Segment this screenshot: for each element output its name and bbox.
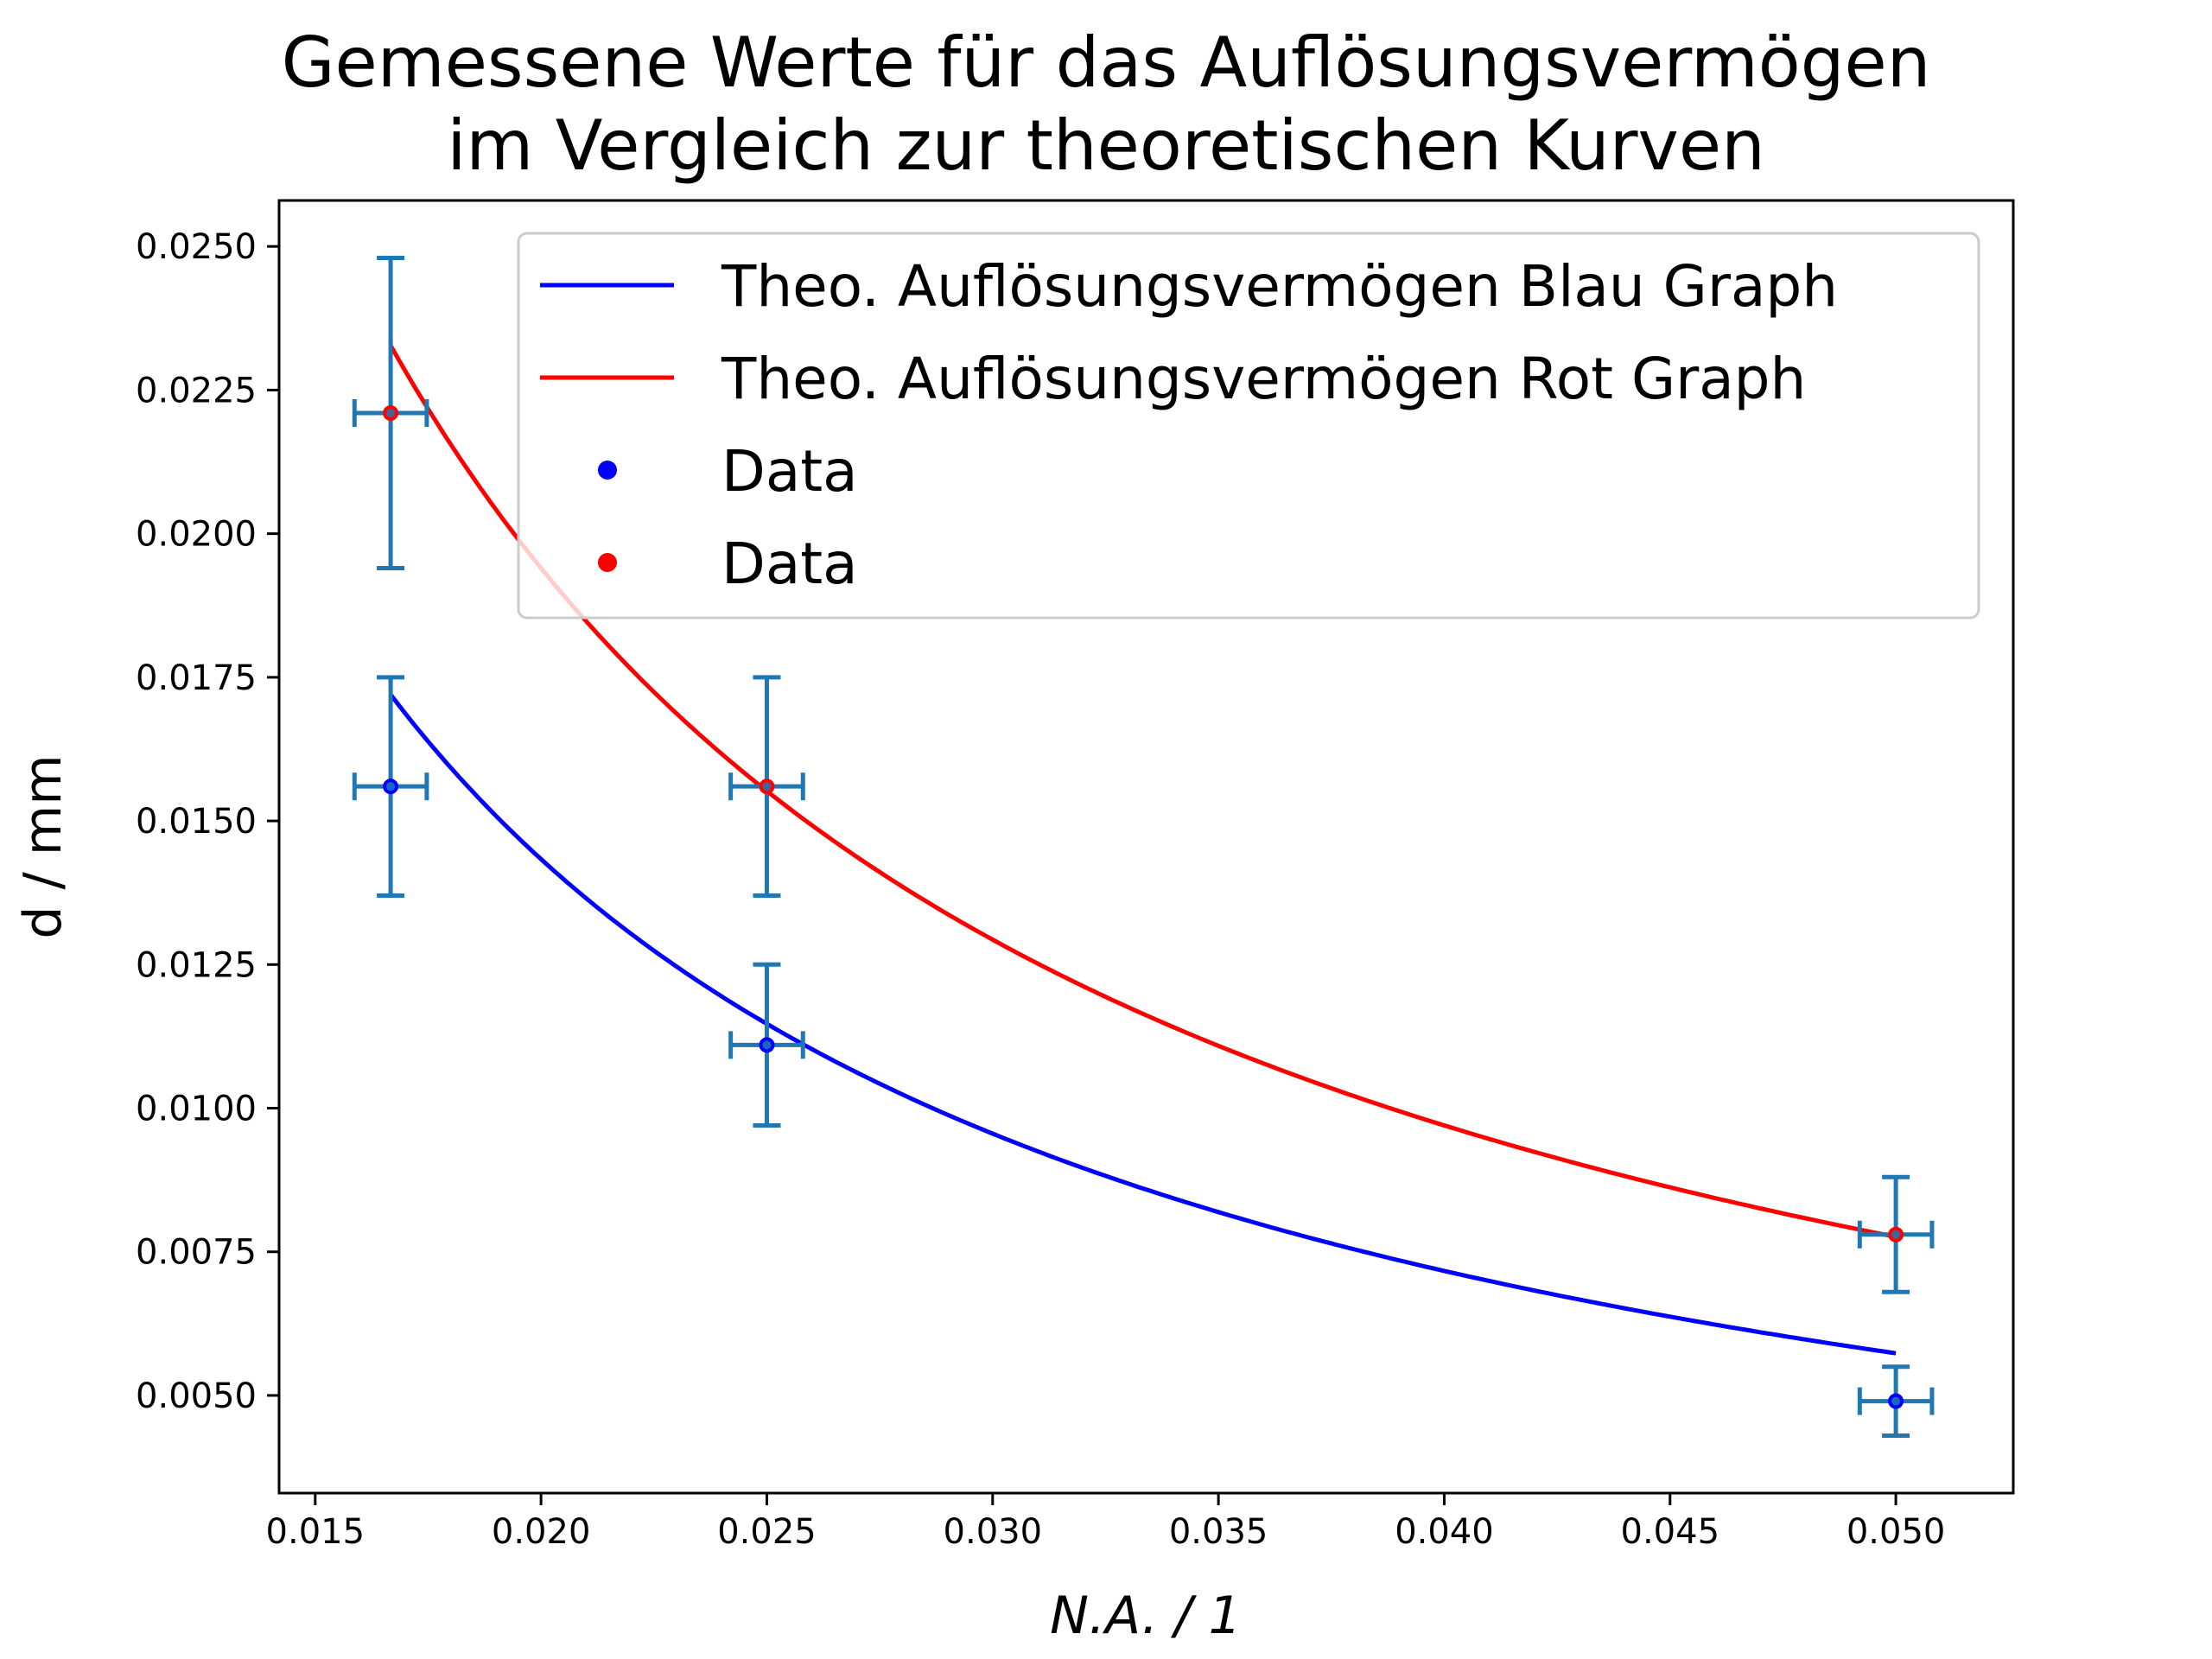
- plot-frame: [277, 199, 2015, 1495]
- chart-title-line-2: im Vergleich zur theoretischen Kurven: [447, 105, 1765, 186]
- legend-entry-2: Data: [598, 438, 858, 505]
- legend-label-0: Theo. Auflösungsvermögen Blau Graph: [721, 253, 1838, 320]
- y-tick-label-7: 0.0225: [136, 371, 257, 410]
- error-bars: [352, 255, 1935, 1439]
- legend-label-1: Theo. Auflösungsvermögen Rot Graph: [721, 346, 1806, 412]
- x-axis-ticks: 0.015 0.020 0.025 0.030 0.035 0.040 0.045 0.050: [266, 1493, 1946, 1552]
- data-point-overlay-0-2: [1891, 1396, 1901, 1406]
- data-points: [383, 405, 1904, 1409]
- y-axis-label: d / mm: [13, 754, 73, 938]
- chart-title-line-1: Gemessene Werte für das Auflösungsvermög…: [282, 22, 1931, 103]
- y-tick-label-0: 0.0050: [136, 1376, 257, 1416]
- legend-swatch-3: [598, 553, 617, 572]
- data-point-overlay-1-1: [762, 782, 772, 791]
- y-tick-label-6: 0.0200: [136, 515, 257, 555]
- theory-curve-0: [389, 693, 1897, 1356]
- legend-label-3: Data: [721, 531, 858, 597]
- x-tick-label-0: 0.015: [266, 1512, 365, 1552]
- y-tick-label-8: 0.0250: [136, 227, 257, 267]
- legend: Theo. Auflösungsvermögen Blau Graph Theo.…: [517, 232, 1980, 620]
- legend-box: [517, 232, 1980, 620]
- x-tick-label-6: 0.045: [1621, 1512, 1720, 1552]
- y-tick-label-3: 0.0125: [136, 945, 257, 985]
- legend-label-2: Data: [721, 438, 858, 505]
- x-tick-label-3: 0.030: [944, 1512, 1043, 1552]
- y-tick-label-4: 0.0150: [136, 802, 257, 842]
- x-tick-label-5: 0.040: [1395, 1512, 1494, 1552]
- legend-entry-3: Data: [598, 531, 858, 597]
- x-tick-label-7: 0.050: [1847, 1512, 1946, 1552]
- x-tick-label-1: 0.020: [492, 1512, 591, 1552]
- data-point-overlay-1-2: [1891, 1230, 1901, 1239]
- y-tick-label-2: 0.0100: [136, 1090, 257, 1129]
- x-axis-label: N.A. / 1: [1050, 1586, 1242, 1646]
- legend-entry-1: Theo. Auflösungsvermögen Rot Graph: [540, 346, 1806, 412]
- y-axis-ticks: 0.0050 0.0075 0.0100 0.0125 0.0150 0.0175 0.02…: [136, 227, 279, 1416]
- legend-swatch-2: [598, 461, 617, 480]
- x-tick-label-2: 0.025: [717, 1512, 817, 1552]
- data-point-overlay-1-0: [386, 409, 396, 418]
- data-point-overlay-0-0: [386, 782, 396, 791]
- theory-curve-1: [388, 344, 1897, 1239]
- theory-curves: [388, 344, 1897, 1356]
- legend-entry-0: Theo. Auflösungsvermögen Blau Graph: [540, 253, 1838, 320]
- y-tick-label-1: 0.0075: [136, 1233, 257, 1273]
- x-tick-label-4: 0.035: [1169, 1512, 1268, 1552]
- y-tick-label-5: 0.0175: [136, 658, 257, 698]
- data-point-overlay-0-1: [762, 1040, 772, 1050]
